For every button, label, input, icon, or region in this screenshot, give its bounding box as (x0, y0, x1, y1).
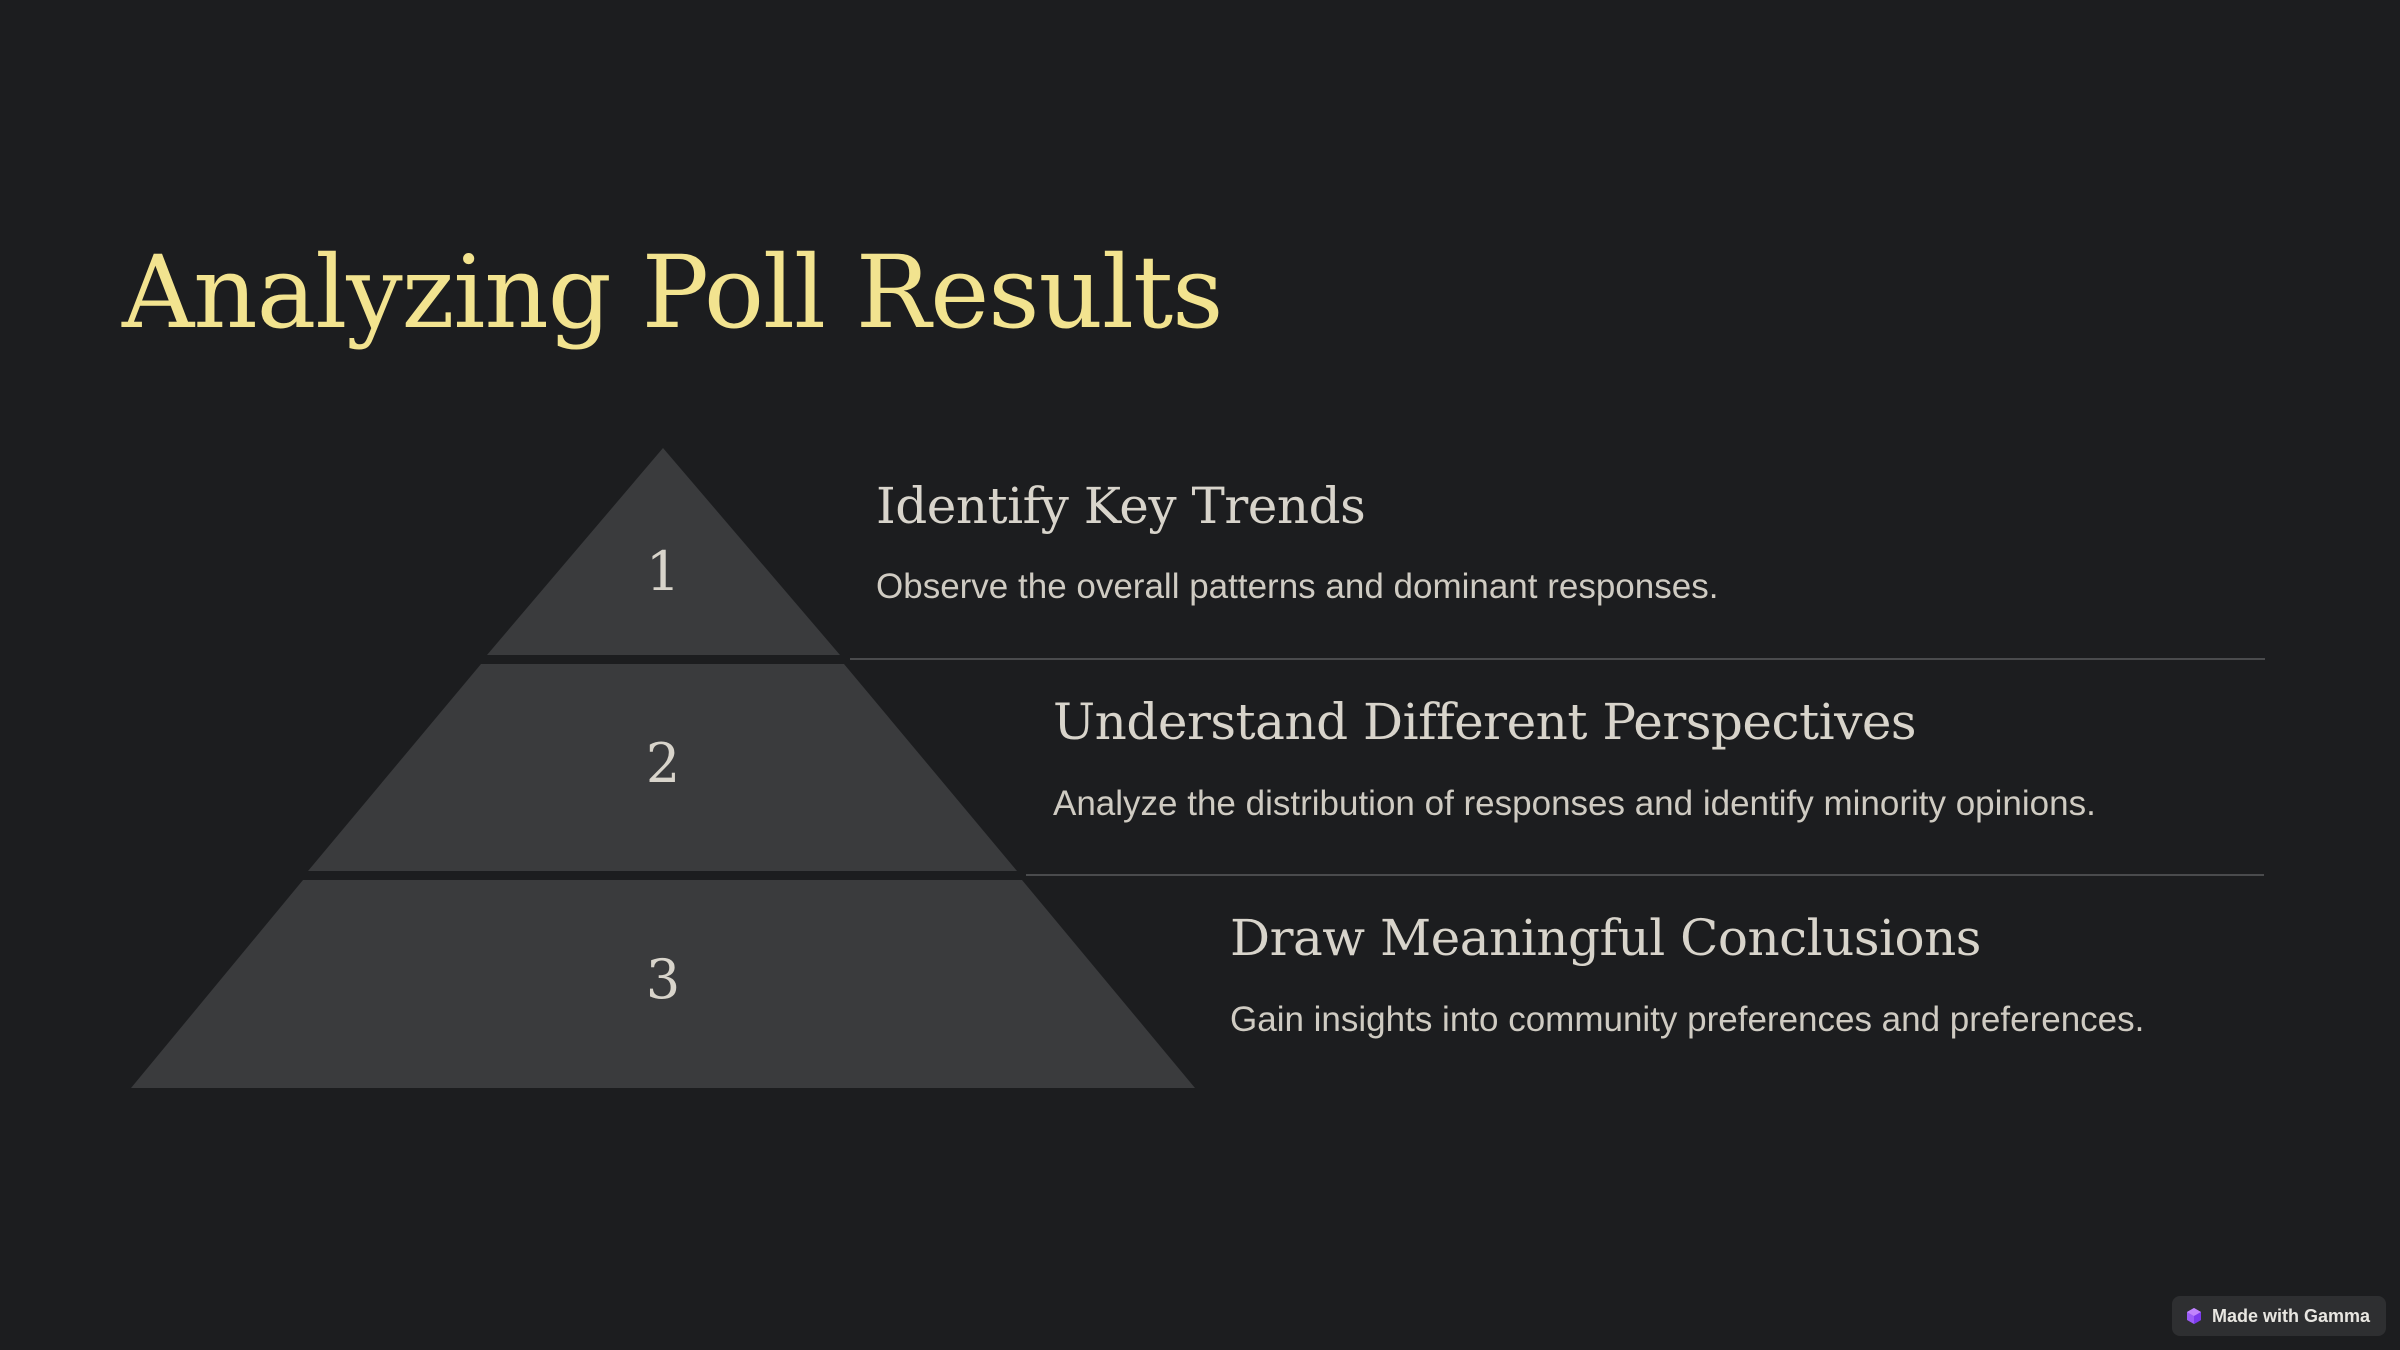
gamma-logo-icon (2187, 1308, 2201, 1324)
item-3-description: Gain insights into community preferences… (1230, 1000, 2145, 1039)
pyramid-tier-3 (131, 880, 1195, 1088)
item-3-title: Draw Meaningful Conclusions (1230, 909, 1981, 967)
pyramid-tier-3-number: 3 (646, 948, 680, 1011)
item-1-description: Observe the overall patterns and dominan… (876, 567, 1719, 606)
pyramid-tier-2 (308, 664, 1017, 871)
item-2-title: Understand Different Perspectives (1053, 693, 1917, 751)
pyramid-tier-2-number: 2 (646, 732, 680, 795)
item-2-description: Analyze the distribution of responses an… (1053, 784, 2096, 823)
made-with-gamma-label: Made with Gamma (2212, 1305, 2371, 1326)
divider-2 (1026, 874, 2264, 876)
made-with-gamma-badge[interactable]: Made with Gamma (2172, 1296, 2386, 1336)
item-1-title: Identify Key Trends (876, 477, 1366, 535)
pyramid-tier-1-number: 1 (646, 540, 680, 603)
pyramid-tier-1 (487, 448, 840, 655)
slide-title: Analyzing Poll Results (122, 234, 1223, 351)
divider-1 (850, 658, 2265, 660)
